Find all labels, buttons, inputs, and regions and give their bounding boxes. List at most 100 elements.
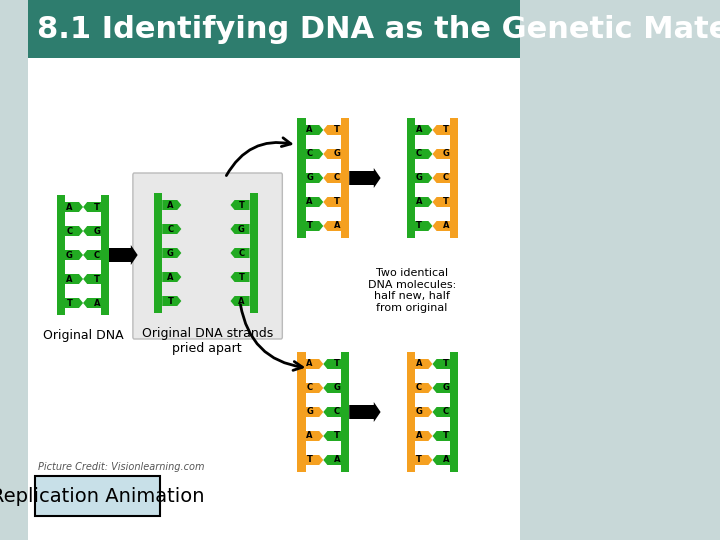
Bar [305, 126, 341, 134]
Bar [305, 198, 341, 206]
Text: A: A [415, 198, 422, 206]
Text: A: A [415, 360, 422, 368]
Text: Original DNA strands
pried apart: Original DNA strands pried apart [142, 327, 273, 355]
Text: C: C [334, 408, 340, 416]
Text: A: A [443, 221, 449, 231]
Bar [66, 275, 101, 283]
Text: T: T [307, 221, 312, 231]
Text: T: T [238, 273, 244, 281]
FancyArrow shape [162, 200, 181, 210]
Text: A: A [307, 431, 313, 441]
FancyArrow shape [304, 149, 323, 159]
Bar [57, 195, 66, 315]
FancyBboxPatch shape [35, 476, 160, 516]
FancyArrow shape [323, 197, 343, 207]
Text: A: A [333, 221, 340, 231]
Bar [407, 352, 415, 472]
Text: C: C [443, 173, 449, 183]
FancyArrow shape [323, 173, 343, 183]
Bar [407, 118, 415, 238]
FancyArrow shape [304, 455, 323, 465]
FancyArrow shape [83, 250, 102, 260]
Text: T: T [444, 125, 449, 134]
Bar [415, 456, 450, 464]
Bar [415, 408, 450, 416]
FancyArrow shape [304, 383, 323, 393]
Bar [66, 299, 101, 307]
FancyArrow shape [323, 431, 343, 441]
FancyArrow shape [349, 168, 381, 188]
Bar [415, 384, 450, 392]
Text: C: C [415, 383, 422, 393]
Text: T: T [334, 198, 340, 206]
FancyBboxPatch shape [133, 173, 282, 339]
Text: G: G [94, 226, 100, 235]
FancyArrow shape [304, 407, 323, 417]
FancyArrow shape [83, 298, 102, 308]
FancyArrow shape [323, 221, 343, 231]
FancyArrow shape [433, 197, 451, 207]
FancyArrow shape [433, 383, 451, 393]
FancyArrow shape [413, 221, 433, 231]
FancyArrow shape [304, 359, 323, 369]
Text: T: T [444, 431, 449, 441]
FancyArrow shape [230, 272, 250, 282]
FancyArrow shape [304, 197, 323, 207]
FancyArrow shape [413, 197, 433, 207]
FancyArrow shape [64, 226, 83, 236]
Text: G: G [415, 173, 422, 183]
Bar [341, 352, 349, 472]
Text: A: A [307, 360, 313, 368]
FancyArrow shape [64, 274, 83, 284]
FancyArrow shape [413, 125, 433, 135]
Text: A: A [66, 202, 73, 212]
Text: T: T [307, 456, 312, 464]
FancyArrow shape [162, 224, 181, 234]
Bar [415, 126, 450, 134]
FancyArrow shape [323, 149, 343, 159]
FancyArrow shape [413, 383, 433, 393]
Text: A: A [333, 456, 340, 464]
Text: C: C [167, 225, 174, 233]
FancyArrow shape [230, 248, 250, 258]
FancyArrow shape [433, 359, 451, 369]
Bar [66, 251, 101, 259]
Bar [305, 384, 341, 392]
FancyArrow shape [433, 221, 451, 231]
Bar [29, 0, 520, 58]
Text: G: G [333, 150, 341, 159]
Text: C: C [238, 248, 245, 258]
Text: A: A [443, 456, 449, 464]
Text: A: A [307, 125, 313, 134]
FancyArrow shape [433, 455, 451, 465]
Text: G: G [443, 150, 449, 159]
Text: G: G [238, 225, 245, 233]
FancyArrow shape [64, 250, 83, 260]
Text: T: T [94, 274, 99, 284]
Text: G: G [443, 383, 449, 393]
FancyArrow shape [83, 226, 102, 236]
Text: G: G [167, 248, 174, 258]
Text: A: A [94, 299, 100, 307]
Bar [305, 432, 341, 440]
FancyArrow shape [323, 125, 343, 135]
Text: Original DNA: Original DNA [42, 329, 123, 342]
Bar [250, 193, 258, 313]
Bar [415, 150, 450, 158]
FancyArrow shape [83, 202, 102, 212]
FancyArrow shape [433, 431, 451, 441]
Bar [29, 58, 520, 540]
Bar [415, 174, 450, 182]
FancyArrow shape [162, 272, 181, 282]
FancyArrow shape [162, 248, 181, 258]
FancyArrow shape [304, 173, 323, 183]
Text: G: G [333, 383, 341, 393]
Text: T: T [334, 125, 340, 134]
Text: T: T [416, 221, 422, 231]
Text: T: T [66, 299, 72, 307]
Text: T: T [444, 360, 449, 368]
Text: Picture Credit: Visionlearning.com: Picture Credit: Visionlearning.com [38, 462, 204, 472]
Text: C: C [307, 150, 312, 159]
FancyArrow shape [323, 455, 343, 465]
Text: A: A [238, 296, 245, 306]
